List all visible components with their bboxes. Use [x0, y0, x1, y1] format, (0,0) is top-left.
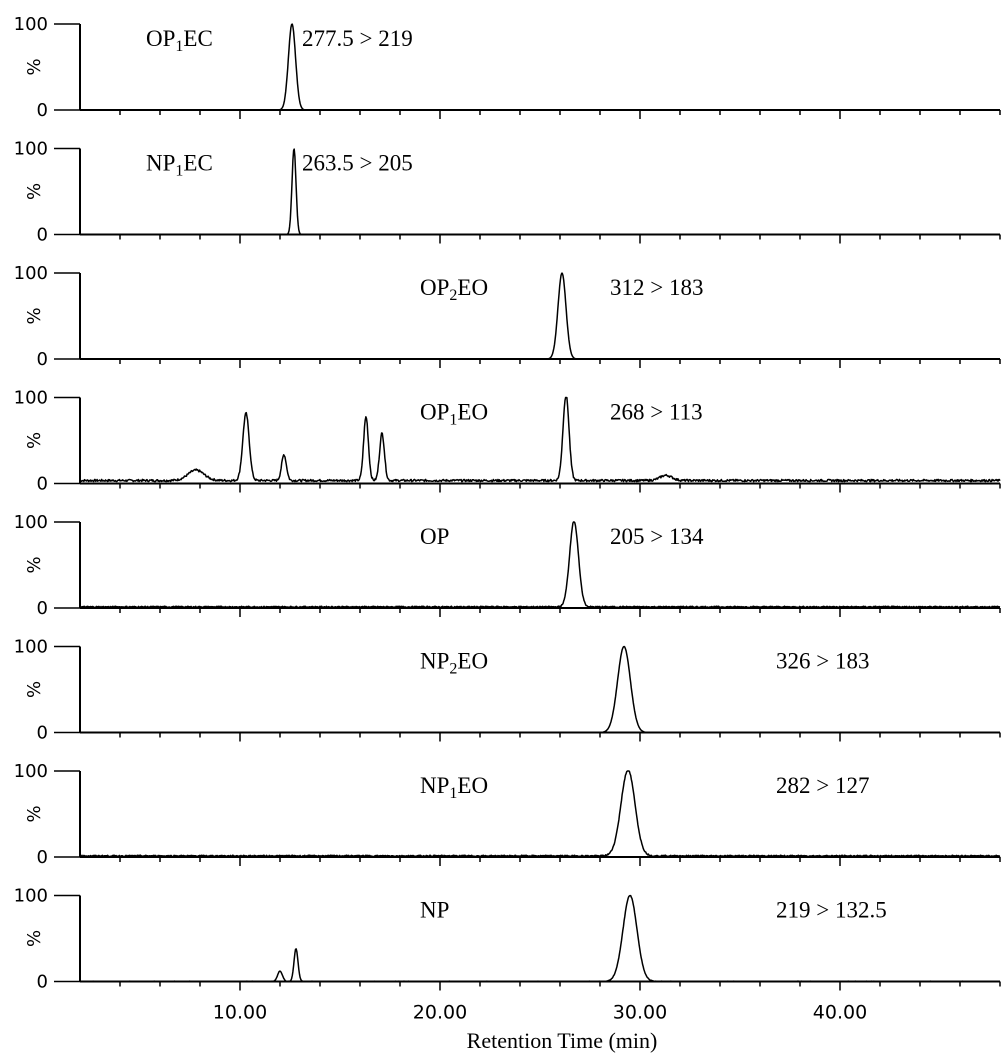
compound-name: OP [420, 400, 449, 425]
compound-label: OP1EC [146, 26, 213, 55]
compound-suffix: EO [457, 773, 488, 798]
compound-name: OP [420, 275, 449, 300]
mrm-transition-label: 263.5 > 205 [302, 151, 413, 176]
compound-subscript: 1 [175, 163, 183, 180]
mrm-transition-label: 277.5 > 219 [302, 26, 413, 51]
compound-label: NP2EO [420, 649, 488, 678]
compound-label: NP1EC [146, 151, 213, 180]
panel-6: 100 0% NP2EO 326 > 183 [14, 637, 1001, 744]
y-unit-label: % [24, 58, 45, 75]
mrm-transition-label: 326 > 183 [776, 649, 869, 674]
x-tick-label: 30.00 [613, 1002, 667, 1024]
y-tick-label: 100 [14, 14, 48, 35]
y-unit-label: % [24, 183, 45, 200]
mrm-transition-label: 268 > 113 [610, 400, 703, 425]
compound-label: NP1EO [420, 773, 488, 802]
y-tick-label: 100 [14, 886, 48, 907]
y-tick-label: 0 [37, 598, 48, 619]
chromatogram-trace [79, 148, 1001, 236]
compound-subscript: 1 [175, 38, 183, 55]
y-tick-label: 0 [37, 723, 48, 744]
x-tick-label: 10.00 [213, 1002, 267, 1024]
compound-suffix: EO [457, 400, 488, 425]
compound-subscript: 1 [449, 412, 457, 429]
compound-name: NP [420, 773, 449, 798]
panel-3: 100 0% OP2EO 312 > 183 [14, 263, 1001, 370]
x-axis: 10.00 20.00 30.00 40.00 [213, 1002, 867, 1024]
compound-label: OP [420, 524, 449, 549]
x-tick-label: 20.00 [413, 1002, 467, 1024]
panel-1: 100 0% OP1EC 277.5 > 219 [14, 14, 1001, 121]
chromatogram-trace [79, 396, 1001, 483]
y-tick-label: 100 [14, 512, 48, 533]
compound-label: OP2EO [420, 275, 488, 304]
y-tick-label: 100 [14, 637, 48, 658]
chromatogram-trace [79, 272, 1001, 360]
chromatogram-trace [79, 894, 1001, 983]
chromatogram-trace [79, 770, 1001, 858]
y-unit-label: % [24, 556, 45, 573]
y-tick-label: 0 [37, 847, 48, 868]
chromatogram-trace [79, 521, 1001, 609]
y-tick-label: 0 [37, 349, 48, 370]
compound-name: NP [146, 151, 175, 176]
compound-label: NP [420, 898, 449, 923]
mrm-transition-label: 219 > 132.5 [776, 898, 887, 923]
compound-suffix: EC [183, 151, 212, 176]
y-tick-label: 100 [14, 263, 48, 284]
panel-2: 100 0% NP1EC 263.5 > 205 [14, 139, 1001, 246]
compound-subscript: 1 [449, 785, 457, 802]
compound-name: NP [420, 898, 449, 923]
y-unit-label: % [24, 805, 45, 822]
mrm-transition-label: 205 > 134 [610, 524, 704, 549]
y-tick-label: 0 [37, 474, 48, 495]
y-tick-label: 0 [37, 100, 48, 121]
compound-suffix: EO [457, 649, 488, 674]
chromatogram-trace [79, 23, 1001, 111]
chromatogram-trace [79, 645, 1001, 734]
y-tick-label: 0 [37, 225, 48, 246]
mrm-transition-label: 282 > 127 [776, 773, 869, 798]
x-tick-label: 40.00 [813, 1002, 867, 1024]
y-unit-label: % [24, 432, 45, 449]
compound-name: OP [146, 26, 175, 51]
y-unit-label: % [24, 307, 45, 324]
panel-5: 100 0% OP 205 > 134 [14, 512, 1001, 619]
panel-7: 100 0% NP1EO 282 > 127 [14, 761, 1001, 868]
panel-4: 100 0% OP1EO 268 > 113 [14, 388, 1001, 495]
y-tick-label: 100 [14, 388, 48, 409]
y-tick-label: 0 [37, 972, 48, 993]
compound-suffix: EO [457, 275, 488, 300]
compound-name: NP [420, 649, 449, 674]
x-axis-label: Retention Time (min) [467, 1028, 658, 1053]
y-tick-label: 100 [14, 761, 48, 782]
compound-label: OP1EO [420, 400, 488, 429]
y-unit-label: % [24, 930, 45, 947]
compound-subscript: 2 [449, 287, 457, 304]
y-unit-label: % [24, 681, 45, 698]
compound-subscript: 2 [449, 661, 457, 678]
compound-name: OP [420, 524, 449, 549]
y-tick-label: 100 [14, 139, 48, 160]
mrm-transition-label: 312 > 183 [610, 275, 703, 300]
panel-8: 100 0% NP 219 > 132.5 [14, 886, 1001, 993]
compound-suffix: EC [183, 26, 212, 51]
